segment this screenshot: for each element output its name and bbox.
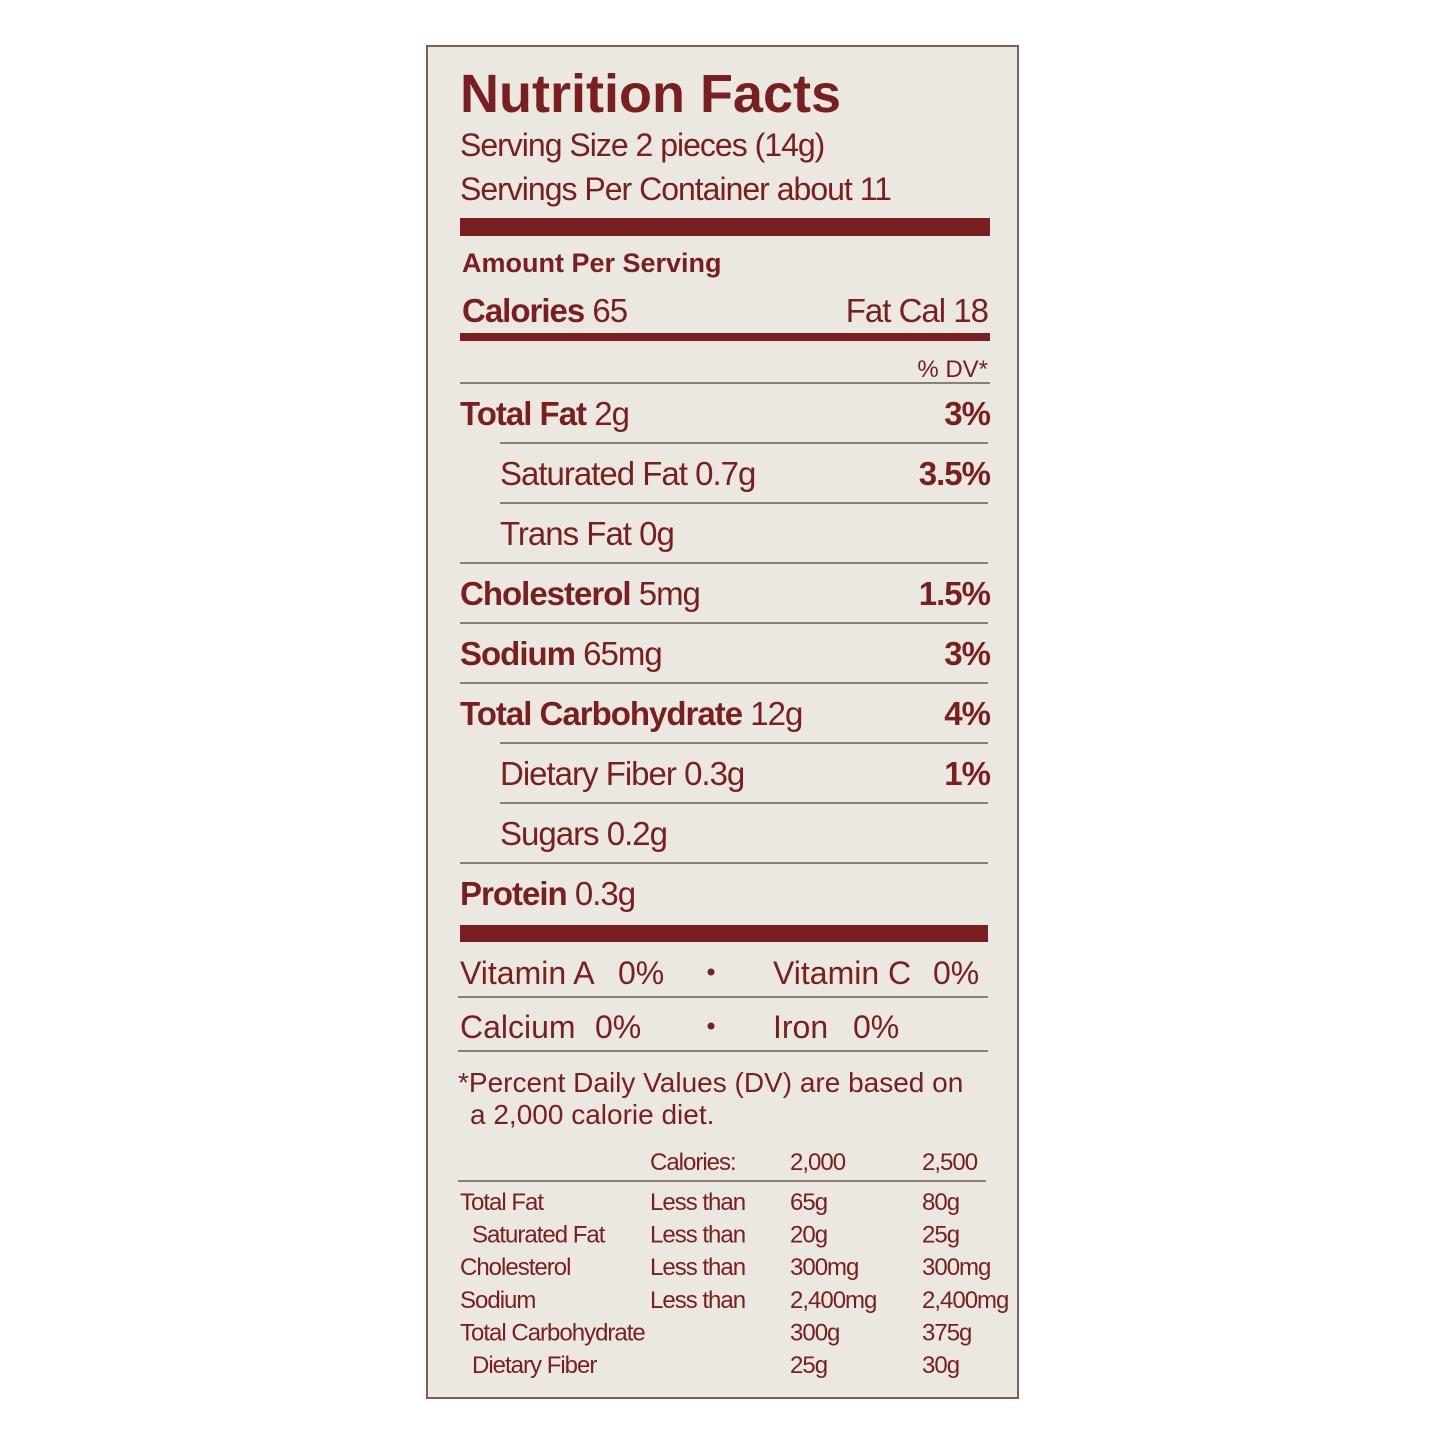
amount-per-serving: Amount Per Serving xyxy=(462,248,722,278)
vitamin-name: Vitamin A xyxy=(460,955,595,991)
calories-label: Calories xyxy=(462,292,584,329)
medium-bar xyxy=(460,333,990,341)
table-cell: 30g xyxy=(922,1352,959,1379)
table-header: 2,500 xyxy=(922,1149,978,1176)
nutrient-name: Cholesterol xyxy=(460,575,631,612)
nutrient: Total Carbohydrate 12g xyxy=(460,695,802,732)
vitamin-value: 0% xyxy=(595,1009,641,1045)
bullet xyxy=(707,968,715,976)
nutrient: Dietary Fiber 0.3g xyxy=(500,755,744,792)
nutrient: Saturated Fat 0.7g xyxy=(500,455,755,492)
nutrient-dv: 3.5% xyxy=(919,455,991,492)
vitamin-name: Iron xyxy=(773,1009,828,1045)
nutrient-amount: 0g xyxy=(639,515,674,552)
nutrient-amount: 12g xyxy=(750,695,802,732)
table-cell: Less than xyxy=(650,1254,745,1281)
nutrient-name: Total Carbohydrate xyxy=(460,695,743,732)
vitamin-value: 0% xyxy=(853,1009,899,1045)
table-cell: 80g xyxy=(922,1189,959,1216)
nutrient-name: Sugars xyxy=(500,815,599,852)
nutrient-rows: Total Fat 2g 3% Saturated Fat 0.7g 3.5% Tran… xyxy=(460,395,992,912)
footnote: *Percent Daily Values (DV) are based on xyxy=(458,1067,963,1098)
nutrient-name: Protein xyxy=(460,875,567,912)
table-cell: 2,400mg xyxy=(922,1287,1008,1314)
nutrient-dv: 1.5% xyxy=(919,575,991,612)
calories-value: 65 xyxy=(592,292,627,329)
calories: Calories 65 xyxy=(462,292,627,329)
serving-size: Serving Size 2 pieces (14g) xyxy=(460,127,824,163)
nutrient-amount: 0.3g xyxy=(575,875,635,912)
nutrient-amount: 2g xyxy=(594,395,629,432)
table-cell: 300mg xyxy=(922,1254,990,1281)
nutrient: Protein 0.3g xyxy=(460,875,635,912)
nutrient-name: Sodium xyxy=(460,635,575,672)
nutrient-amount: 0.7g xyxy=(695,455,755,492)
panel xyxy=(426,45,1019,1399)
nutrient: Trans Fat 0g xyxy=(500,515,674,552)
table-name: Total Fat xyxy=(460,1189,544,1216)
nutrient: Total Fat 2g xyxy=(460,395,629,432)
table-cell: 20g xyxy=(790,1222,827,1249)
table-cell: Less than xyxy=(650,1189,745,1216)
nutrient-name: Saturated Fat xyxy=(500,455,688,492)
thick-bar xyxy=(460,925,988,942)
vitamin-rows: Vitamin A 0% Vitamin C 0%Calcium 0% Iron 0% xyxy=(458,955,988,1052)
table-cell: 375g xyxy=(922,1319,971,1346)
nutrient-dv: 3% xyxy=(944,635,990,672)
table-cell: 25g xyxy=(790,1352,827,1379)
nutrient: Cholesterol 5mg xyxy=(460,575,700,612)
dv-header: % DV* xyxy=(917,356,988,383)
table-name: Sodium xyxy=(460,1287,535,1314)
nutrient-name: Trans Fat xyxy=(500,515,632,552)
nutrient: Sodium 65mg xyxy=(460,635,662,672)
table-cell: 2,400mg xyxy=(790,1287,876,1314)
vitamin-value: 0% xyxy=(618,955,664,991)
table-cell: 65g xyxy=(790,1189,827,1216)
daily-values-table: Calories: 2,000 2,500 Total Fat Less than 65g… xyxy=(458,1149,1009,1379)
table-cell: Less than xyxy=(650,1222,745,1249)
nutrient-amount: 65mg xyxy=(583,635,662,672)
servings-per-container: Servings Per Container about 11 xyxy=(460,171,891,207)
nutrient-name: Dietary Fiber xyxy=(500,755,677,792)
vitamin-name: Vitamin C xyxy=(773,955,911,991)
table-name: Dietary Fiber xyxy=(472,1352,597,1379)
fat-calories: Fat Cal 18 xyxy=(846,292,988,329)
table-name: Total Carbohydrate xyxy=(460,1319,645,1346)
table-name: Saturated Fat xyxy=(472,1222,606,1249)
nutrient-amount: 5mg xyxy=(639,575,700,612)
nutrient-amount: 0.2g xyxy=(607,815,667,852)
title: Nutrition Facts xyxy=(460,64,841,124)
nutrient-dv: 1% xyxy=(944,755,990,792)
thick-bar xyxy=(460,218,990,236)
nutrient-name: Total Fat xyxy=(460,395,587,432)
table-cell: Less than xyxy=(650,1287,745,1314)
table-cell: 25g xyxy=(922,1222,959,1249)
nutrient: Sugars 0.2g xyxy=(500,815,667,852)
vitamin-value: 0% xyxy=(933,955,979,991)
table-cell: 300g xyxy=(790,1319,839,1346)
table-cell: 300mg xyxy=(790,1254,858,1281)
nutrient-dv: 3% xyxy=(944,395,990,432)
bullet xyxy=(707,1022,715,1030)
vitamin-name: Calcium xyxy=(460,1009,576,1045)
nutrient-dv: 4% xyxy=(944,695,990,732)
table-header: 2,000 xyxy=(790,1149,846,1176)
nutrient-amount: 0.3g xyxy=(684,755,744,792)
footnote: a 2,000 calorie diet. xyxy=(470,1099,714,1130)
table-header: Calories: xyxy=(650,1149,736,1176)
table-name: Cholesterol xyxy=(460,1254,570,1281)
